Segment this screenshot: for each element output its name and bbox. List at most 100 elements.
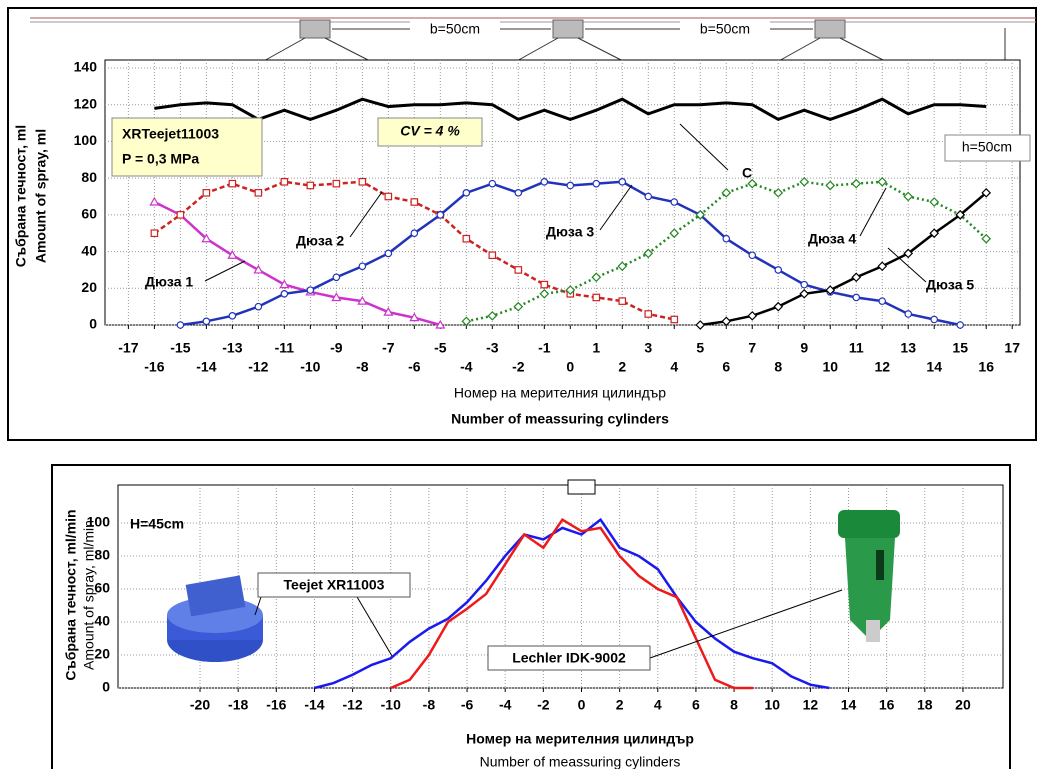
point [359,179,365,185]
point [463,236,469,242]
series-label: Teejet XR11003 [284,577,385,593]
y-tick-label: 100 [74,132,98,148]
y-tick-label: 40 [94,613,110,629]
y-tick-label: 0 [89,316,97,332]
point [411,199,417,205]
point [515,267,521,273]
x-tick-label: -12 [342,697,362,713]
point [359,263,365,269]
x-tick-label: 11 [849,340,864,356]
point [281,179,287,185]
x-tick-label: -11 [275,340,295,356]
x-tick-label: -2 [512,359,525,375]
y-axis-label: Amount of spray, ml [33,129,49,263]
x-tick-label: -17 [118,340,138,356]
y-tick-label: 60 [94,580,110,596]
x-tick-label: 0 [578,697,586,713]
x-tick-label: -20 [190,697,210,713]
x-tick-label: -14 [196,359,216,375]
x-tick-label: 2 [616,697,624,713]
annotation: h=50cm [962,139,1012,155]
point [489,252,495,258]
point [801,281,807,287]
x-axis-label: Номер на мерителния цилиндър [454,385,666,401]
point [853,294,859,300]
x-tick-label: 12 [803,697,819,713]
point [723,236,729,242]
y-tick-label: 20 [94,646,110,662]
point [957,322,963,328]
x-tick-label: -6 [461,697,474,713]
x-tick-label: 10 [822,359,838,375]
x-tick-label: -10 [381,697,401,713]
x-tick-label: -13 [222,340,242,356]
nozzle [568,480,595,494]
point [541,179,547,185]
x-tick-label: 2 [618,359,626,375]
point [385,250,391,256]
point [203,318,209,324]
point [333,180,339,186]
y-tick-label: 0 [102,679,110,695]
y-axis-label: Събрана течност, ml [13,125,29,267]
x-tick-label: 18 [917,697,933,713]
x-tick-label: -15 [170,340,190,356]
x-tick-label: -10 [300,359,320,375]
x-tick-label: 0 [566,359,574,375]
point [463,190,469,196]
x-tick-label: 14 [841,697,857,713]
point [619,179,625,185]
x-tick-label: -4 [499,697,512,713]
point [255,303,261,309]
x-tick-label: 8 [774,359,782,375]
point [905,311,911,317]
point [931,316,937,322]
annotation: H=45cm [130,516,184,532]
point [203,190,209,196]
point [775,267,781,273]
series-label: Дюза 1 [145,274,193,290]
y-tick-label: 140 [74,59,98,75]
x-tick-label: -16 [266,697,286,713]
x-tick-label: 20 [955,697,971,713]
annotation: b=50cm [700,21,750,37]
point [255,190,261,196]
plot-0: -17-16-15-14-13-12-11-10-9-8-7-6-5-4-3-2… [74,59,1021,375]
annotation: CV = 4 % [400,123,460,139]
x-tick-label: -4 [460,359,473,375]
x-tick-label: 10 [764,697,780,713]
series-label: C [742,165,752,181]
point [619,298,625,304]
series-label: Lechler IDK-9002 [512,650,626,666]
x-axis-label: Number of meassuring cylinders [451,411,669,427]
x-tick-label: -3 [486,340,499,356]
point [177,212,183,218]
series-label: Дюза 2 [296,233,344,249]
y-tick-label: 80 [94,547,110,563]
x-tick-label: 16 [978,359,994,375]
point [385,193,391,199]
point [411,230,417,236]
point [229,313,235,319]
x-tick-label: -8 [356,359,369,375]
x-tick-label: -5 [434,340,447,356]
point [281,291,287,297]
point [437,212,443,218]
y-axis-label: Събрана течност, ml/min [63,509,79,680]
x-tick-label: 3 [644,340,652,356]
x-tick-label: -1 [538,340,551,356]
point [645,311,651,317]
y-tick-label: 60 [81,206,97,222]
point [307,287,313,293]
x-tick-label: 17 [1004,340,1020,356]
point [515,190,521,196]
series-label: Дюза 3 [546,224,594,240]
annotation: b=50cm [430,21,480,37]
point [307,182,313,188]
x-tick-label: 1 [592,340,600,356]
point [749,252,755,258]
point [177,322,183,328]
point [671,199,677,205]
point [541,281,547,287]
point [333,274,339,280]
